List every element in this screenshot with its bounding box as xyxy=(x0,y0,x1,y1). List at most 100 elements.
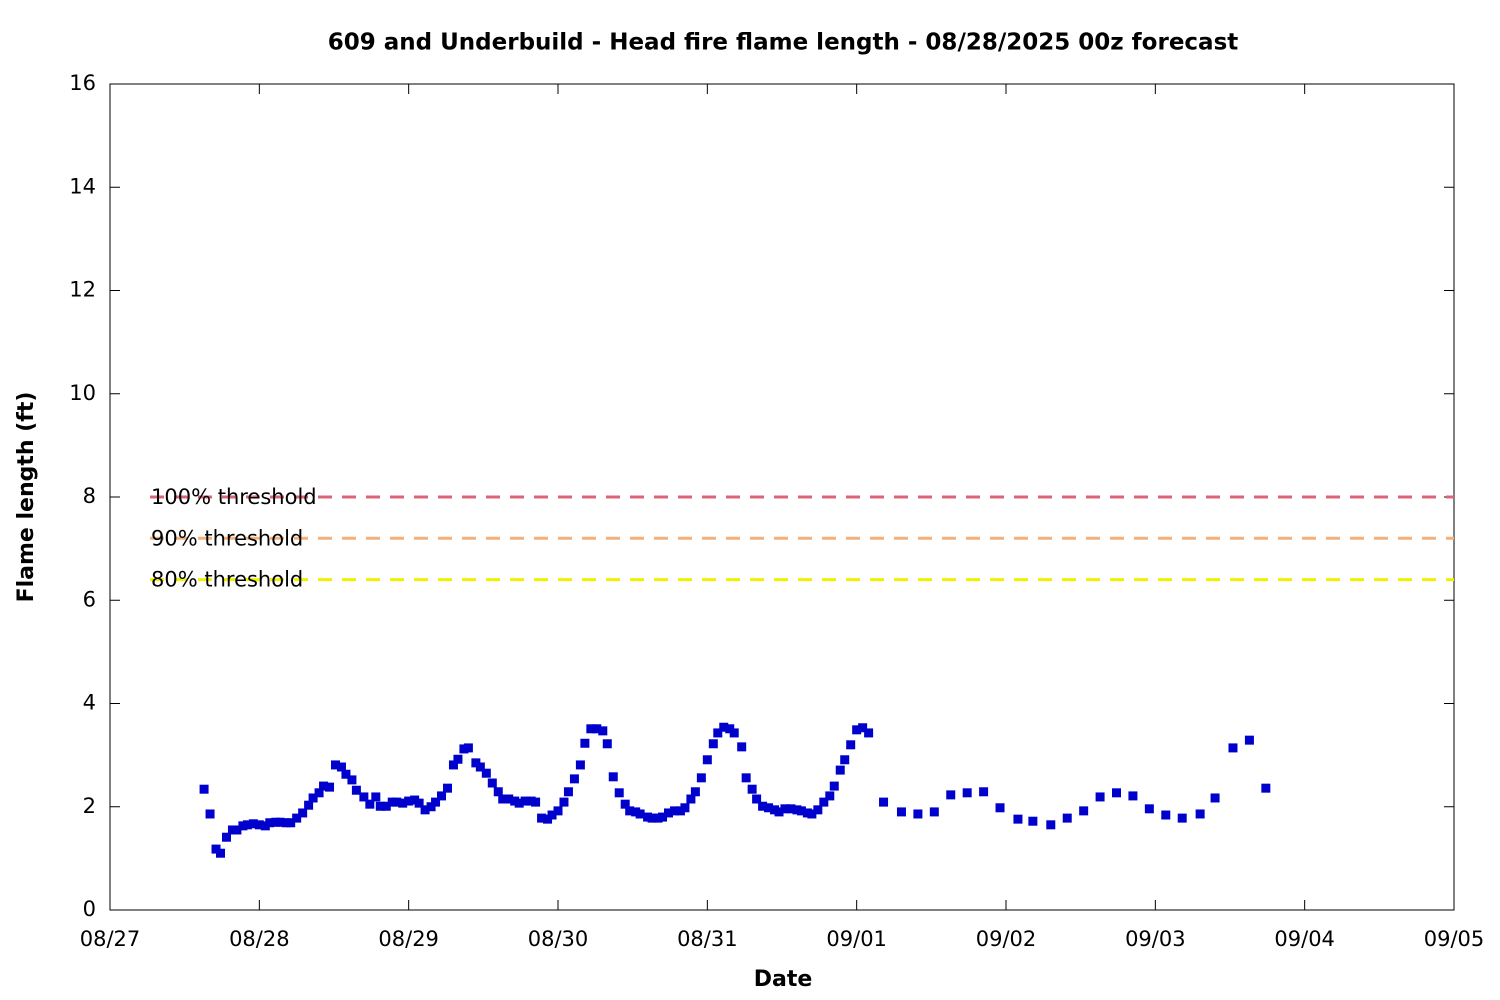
data-point xyxy=(481,768,491,778)
x-tick-label: 09/05 xyxy=(1424,927,1485,951)
data-point xyxy=(864,728,874,738)
data-point xyxy=(786,804,796,814)
data-point xyxy=(796,806,806,816)
data-point xyxy=(1013,814,1023,824)
x-tick-label: 08/28 xyxy=(229,927,290,951)
data-point xyxy=(680,803,690,813)
data-point xyxy=(962,788,972,798)
data-point xyxy=(531,797,541,807)
data-point xyxy=(341,769,351,779)
data-point xyxy=(498,794,508,804)
data-point xyxy=(741,773,751,783)
data-point xyxy=(404,796,414,806)
data-point xyxy=(475,762,485,772)
data-point xyxy=(625,806,635,816)
data-point xyxy=(708,739,718,749)
data-point xyxy=(381,801,391,811)
data-point xyxy=(286,818,296,828)
y-tick-label: 16 xyxy=(69,71,96,95)
data-point xyxy=(325,782,335,792)
data-point xyxy=(913,809,923,819)
data-point xyxy=(1028,816,1038,826)
data-point xyxy=(852,725,862,735)
data-point xyxy=(547,810,557,820)
data-point xyxy=(658,812,668,822)
data-point xyxy=(813,805,823,815)
data-point xyxy=(375,801,385,811)
data-point xyxy=(580,738,590,748)
threshold-label: 80% threshold xyxy=(151,568,303,592)
data-point xyxy=(1228,743,1238,753)
data-point xyxy=(586,724,596,734)
data-point xyxy=(1144,804,1154,814)
data-point xyxy=(780,804,790,814)
y-tick-label: 2 xyxy=(83,794,96,818)
data-point xyxy=(514,798,524,808)
data-point xyxy=(747,784,757,794)
data-point xyxy=(205,809,215,819)
data-point xyxy=(330,760,340,770)
data-point xyxy=(420,805,430,815)
data-point xyxy=(463,743,473,753)
x-tick-label: 08/31 xyxy=(677,927,738,951)
data-point xyxy=(398,798,408,808)
y-tick-label: 10 xyxy=(69,381,96,405)
data-point xyxy=(248,819,258,829)
data-point xyxy=(664,808,674,818)
data-point xyxy=(265,818,275,828)
data-point xyxy=(825,791,835,801)
data-point xyxy=(858,723,868,733)
data-point xyxy=(359,792,369,802)
data-point xyxy=(319,781,329,791)
data-point xyxy=(995,803,1005,813)
data-point xyxy=(537,813,547,823)
data-point xyxy=(979,787,989,797)
data-point xyxy=(216,848,226,858)
data-point xyxy=(614,788,624,798)
data-point xyxy=(1062,813,1072,823)
data-point xyxy=(879,797,889,807)
y-axis-label: Flame length (ft) xyxy=(14,392,39,603)
data-point xyxy=(608,772,618,782)
data-point xyxy=(1095,792,1105,802)
data-point xyxy=(1128,791,1138,801)
data-point xyxy=(437,791,447,801)
data-point xyxy=(764,803,774,813)
x-tick-label: 09/04 xyxy=(1274,927,1335,951)
data-point xyxy=(846,740,856,750)
data-point xyxy=(559,797,569,807)
data-point xyxy=(690,787,700,797)
data-point xyxy=(1244,735,1254,745)
data-point xyxy=(431,797,441,807)
y-tick-label: 14 xyxy=(69,174,96,198)
data-point xyxy=(308,793,318,803)
threshold-label: 100% threshold xyxy=(151,485,317,509)
chart-title: 609 and Underbuild - Head fire flame len… xyxy=(328,30,1239,56)
data-point xyxy=(729,728,739,738)
data-point xyxy=(946,790,956,800)
data-point xyxy=(199,784,209,794)
x-tick-label: 08/27 xyxy=(80,927,141,951)
data-point xyxy=(232,825,242,835)
data-point xyxy=(298,808,308,818)
data-point xyxy=(1195,809,1205,819)
data-point xyxy=(840,755,850,765)
data-point xyxy=(304,800,314,810)
data-point xyxy=(371,792,381,802)
data-point xyxy=(1046,820,1056,830)
data-point xyxy=(702,755,712,765)
y-tick-label: 4 xyxy=(83,691,96,715)
data-point xyxy=(929,807,939,817)
data-point xyxy=(493,787,503,797)
data-point xyxy=(737,742,747,752)
data-point xyxy=(1210,793,1220,803)
data-point xyxy=(635,809,645,819)
data-point xyxy=(669,806,679,816)
data-point xyxy=(774,807,784,817)
data-point xyxy=(487,778,497,788)
data-point xyxy=(347,775,357,785)
data-point xyxy=(351,785,361,795)
x-axis-label: Date xyxy=(754,967,813,992)
data-point xyxy=(758,801,768,811)
